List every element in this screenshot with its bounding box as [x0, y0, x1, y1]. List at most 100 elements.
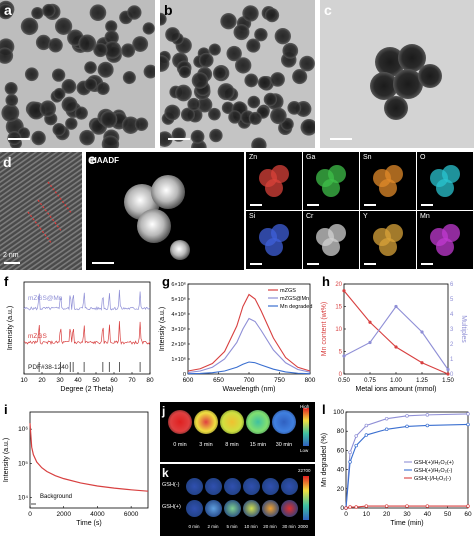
tem-particle	[220, 13, 237, 30]
eds-map-mn: Mn	[417, 211, 473, 269]
time-label: 5 min	[226, 524, 238, 529]
data-point	[394, 345, 398, 349]
y-tick-label: 10⁵	[18, 460, 28, 467]
data-point	[348, 450, 352, 455]
tem-particle	[175, 84, 192, 102]
y-tick-label: 10	[335, 327, 342, 333]
tem-particle	[1, 103, 20, 122]
y-tick-label: 5×10⁶	[171, 296, 186, 303]
color-scale-label: Low	[300, 448, 309, 453]
gsh-image	[281, 478, 298, 495]
panel-label-k: k	[162, 466, 169, 480]
tem-particle	[398, 44, 426, 72]
tem-particle	[228, 110, 242, 124]
tem-particle	[160, 55, 170, 72]
data-point	[368, 320, 372, 324]
y-tick-label: 10⁴	[18, 495, 28, 502]
data-point	[354, 505, 358, 509]
tem-particle	[104, 30, 119, 45]
tem-particle	[233, 24, 250, 41]
time-label: 30 min	[275, 442, 293, 448]
tem-particle	[393, 69, 423, 99]
gsh-image	[262, 478, 279, 495]
tem-particle	[101, 135, 120, 148]
legend-label: PDF#38-1240	[28, 364, 69, 371]
panel-d-hrtem-image: d 2 nm	[0, 152, 82, 270]
tem-particle	[61, 79, 77, 94]
tem-particle	[418, 64, 442, 88]
x-tick-label: 30	[56, 377, 64, 384]
tem-particle	[160, 131, 173, 147]
data-point	[446, 372, 450, 376]
data-point	[405, 414, 409, 418]
gsh-image	[281, 500, 298, 517]
y-axis-label: Mn content (wt%)	[321, 302, 328, 356]
tem-particle	[164, 104, 181, 121]
tem-particle	[89, 4, 107, 22]
tem-particle	[370, 72, 398, 100]
y-right-tick-label: 0	[450, 372, 454, 378]
x-axis-label: Degree (2 Theta)	[60, 386, 113, 393]
x-tick-label: 30	[403, 511, 411, 518]
gsh-image	[243, 478, 260, 495]
tem-particle	[190, 129, 205, 144]
x-axis-label: Time (s)	[76, 520, 101, 527]
y-right-tick-label: 6	[450, 282, 454, 288]
series-multiples	[343, 305, 449, 370]
tem-particle	[74, 106, 88, 120]
time-label: 15 min	[249, 442, 267, 448]
x-tick-label: 1.00	[390, 378, 402, 384]
tem-particle	[134, 117, 149, 131]
y-right-tick-label: 4	[450, 312, 454, 318]
x-tick-label: 0	[28, 511, 32, 518]
tem-particle	[0, 3, 14, 20]
panel-label-g: g	[162, 274, 170, 289]
scale-bar	[421, 204, 433, 206]
y-tick-label: 6×10⁶	[171, 281, 186, 288]
tem-particle	[105, 20, 118, 33]
x-tick-label: 10	[20, 377, 28, 384]
tem-particle	[54, 17, 73, 35]
tem-particle	[209, 128, 223, 143]
panel-a-tem-image: a	[0, 0, 155, 148]
x-tick-label: 40	[74, 377, 82, 384]
series-0	[345, 413, 469, 509]
tem-particle	[103, 41, 122, 59]
tem-particle	[142, 22, 155, 35]
tem-particle	[78, 34, 97, 53]
scale-bar	[330, 138, 352, 140]
y-tick-label: 15	[335, 305, 342, 311]
tem-particle	[93, 42, 108, 58]
time-label: 3 min	[199, 442, 213, 448]
tem-particle	[132, 36, 149, 52]
tem-particle	[226, 45, 242, 62]
data-point	[354, 443, 358, 448]
y-right-tick-label: 2	[450, 342, 454, 348]
y-tick-label: 2×10⁶	[171, 341, 186, 348]
tem-particle	[208, 43, 221, 56]
eds-element-label: Sn	[363, 154, 372, 161]
x-tick-label: 800	[305, 377, 316, 384]
y-axis-label: Intensity (a.u.)	[7, 306, 14, 350]
panel-j-afterglow-images: j 0 min 3 min 8 min 15 min 30 min High Low	[160, 402, 315, 462]
annotation-background: Background	[40, 494, 72, 500]
legend-label: mZGS	[28, 333, 47, 340]
data-point	[348, 505, 352, 509]
series-mzgs	[23, 321, 151, 345]
tem-particle	[274, 27, 291, 45]
scale-bar	[307, 263, 319, 265]
x-tick-label: 1.25	[416, 378, 428, 384]
color-scale-bar	[303, 408, 309, 446]
y-right-axis-label: Multiples	[460, 315, 467, 343]
x-tick-label: 40	[424, 511, 432, 518]
eds-map-si: Si	[246, 211, 302, 269]
eds-map-zn: Zn	[246, 152, 302, 210]
tem-particle	[127, 5, 142, 20]
plot-frame	[23, 281, 151, 375]
tem-particle	[213, 66, 227, 80]
panel-e-eds-mapping: e HAADF Zn Ga Sn O Si Cr	[86, 152, 474, 270]
panel-k-gsh-images: k GSH(-) GSH(+) 0 min 2 min 5 min 10 min 20 mi…	[160, 464, 315, 536]
tem-particle	[257, 75, 272, 90]
tem-particle	[97, 61, 114, 78]
data-point	[384, 504, 389, 508]
